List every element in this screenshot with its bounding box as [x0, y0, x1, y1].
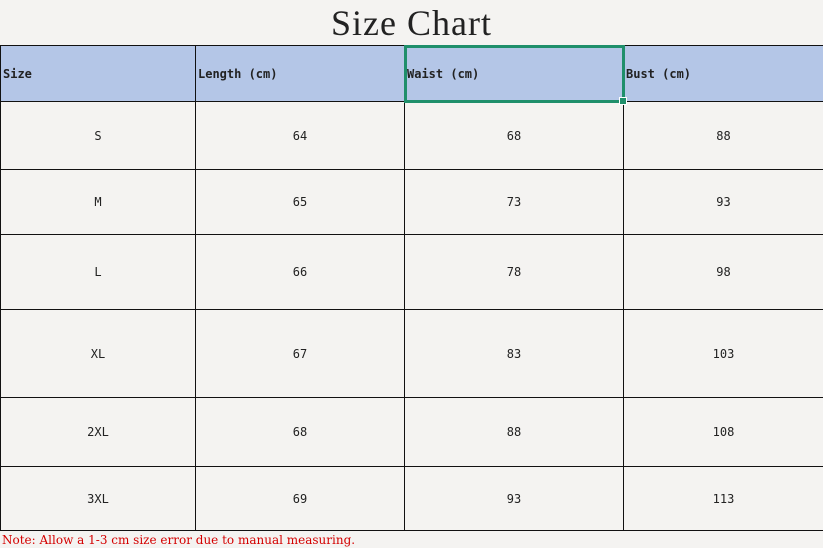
cell-waist[interactable]: 73 — [404, 169, 624, 235]
cell-bust[interactable]: 103 — [623, 309, 823, 398]
header-waist-selected[interactable]: Waist (cm) — [403, 44, 627, 105]
header-bust[interactable]: Bust (cm) — [623, 45, 823, 102]
cell-size[interactable]: 3XL — [0, 466, 196, 531]
chart-title: Size Chart — [331, 3, 492, 43]
cell-bust[interactable]: 93 — [623, 169, 823, 235]
header-waist-label: Waist (cm) — [407, 66, 480, 81]
cell-size[interactable]: 2XL — [0, 397, 196, 467]
cell-length[interactable]: 66 — [195, 234, 405, 310]
cell-waist[interactable]: 68 — [404, 101, 624, 170]
cell-size[interactable]: L — [0, 234, 196, 310]
cell-size[interactable]: XL — [0, 309, 196, 398]
cell-bust[interactable]: 88 — [623, 101, 823, 170]
cell-length[interactable]: 67 — [195, 309, 405, 398]
cell-size[interactable]: S — [0, 101, 196, 170]
cell-waist[interactable]: 93 — [404, 466, 624, 531]
table-row: 2XL 68 88 108 — [0, 397, 823, 467]
table-row: S 64 68 88 — [0, 101, 823, 170]
table-row: 3XL 69 93 113 — [0, 466, 823, 531]
header-length[interactable]: Length (cm) — [195, 45, 405, 102]
cell-bust[interactable]: 113 — [623, 466, 823, 531]
cell-length[interactable]: 69 — [195, 466, 405, 531]
cell-length[interactable]: 64 — [195, 101, 405, 170]
cell-length[interactable]: 65 — [195, 169, 405, 235]
header-size[interactable]: Size — [0, 45, 196, 102]
cell-waist[interactable]: 78 — [404, 234, 624, 310]
table-row: XL 67 83 103 — [0, 309, 823, 398]
cell-length[interactable]: 68 — [195, 397, 405, 467]
cell-size[interactable]: M — [0, 169, 196, 235]
cell-waist[interactable]: 83 — [404, 309, 624, 398]
fill-handle[interactable] — [619, 97, 627, 105]
header-row: Size Length (cm) Waist (cm) Bust (cm) — [0, 44, 823, 105]
table-row: M 65 73 93 — [0, 169, 823, 235]
cell-waist[interactable]: 88 — [404, 397, 624, 467]
cell-bust[interactable]: 98 — [623, 234, 823, 310]
table-row: L 66 78 98 — [0, 234, 823, 310]
cell-bust[interactable]: 108 — [623, 397, 823, 467]
measurement-note: Note: Allow a 1-3 cm size error due to m… — [2, 533, 356, 547]
